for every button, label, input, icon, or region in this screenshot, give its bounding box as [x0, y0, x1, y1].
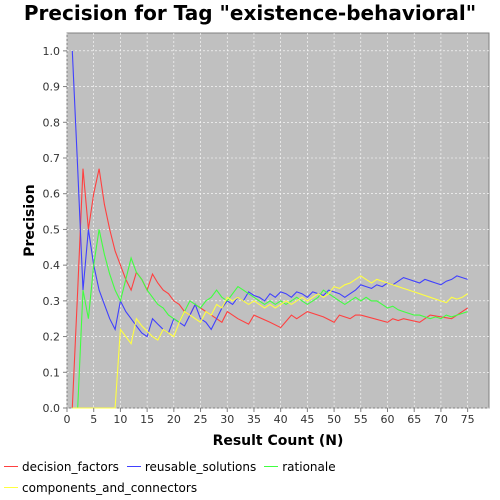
y-axis-title: Precision: [22, 184, 38, 256]
legend-row: components_and_connectors: [4, 477, 205, 496]
x-tick-label: 70: [434, 413, 448, 426]
series-line-rationale: [72, 229, 468, 409]
y-tick-label: 0.3: [43, 295, 61, 308]
legend-label: rationale: [282, 460, 336, 474]
plot-area: [66, 32, 490, 409]
x-tick-label: 10: [113, 413, 127, 426]
legend-item-components-and-connectors: components_and_connectors: [4, 481, 197, 495]
series-line-components-and-connectors: [72, 275, 468, 409]
legend-label: components_and_connectors: [22, 481, 198, 495]
legend-row: decision_factors reusable_solutions ration…: [4, 456, 344, 475]
x-tick-label: 35: [247, 413, 261, 426]
y-tick-label: 0.2: [43, 331, 61, 344]
x-tick-label: 45: [300, 413, 314, 426]
x-tick-label: 15: [140, 413, 154, 426]
y-tick-label: 0.7: [43, 152, 61, 165]
x-axis-title: Result Count (N): [213, 433, 344, 449]
legend-swatch: [264, 466, 279, 467]
x-tick-label: 0: [64, 413, 71, 426]
chart-title: Precision for Tag "existence-behavioral": [23, 1, 477, 25]
x-tick-label: 40: [274, 413, 288, 426]
y-tick-label: 0.9: [43, 81, 61, 94]
legend-item-decision-factors: decision_factors: [4, 460, 119, 474]
legend-swatch: [4, 487, 18, 488]
y-tick-label: 1.0: [43, 45, 61, 58]
legend-item-reusable-solutions: reusable_solutions: [126, 460, 257, 474]
y-tick-label: 0.1: [43, 366, 61, 379]
x-tick-label: 60: [381, 413, 395, 426]
legend-swatch: [126, 466, 141, 467]
x-tick-label: 50: [327, 413, 341, 426]
x-tick-label: 20: [167, 413, 181, 426]
y-tick-label: 0.6: [43, 188, 61, 201]
x-tick-label: 55: [354, 413, 368, 426]
x-tick-label: 30: [220, 413, 234, 426]
series-line-reusable-solutions: [71, 50, 468, 338]
y-tick-label: 0.8: [43, 116, 61, 129]
x-tick-label: 5: [90, 413, 97, 426]
y-tick-label: 0.5: [43, 223, 61, 236]
legend-label: reusable_solutions: [144, 460, 257, 474]
x-tick-label: 75: [461, 413, 475, 426]
legend-label: decision_factors: [22, 460, 119, 474]
x-tick-label: 65: [407, 413, 421, 426]
legend-swatch: [4, 466, 18, 467]
legend-item-rationale: rationale: [264, 460, 336, 474]
x-tick-label: 25: [194, 413, 208, 426]
y-tick-label: 0.0: [43, 402, 61, 415]
y-tick-label: 0.4: [43, 259, 61, 272]
